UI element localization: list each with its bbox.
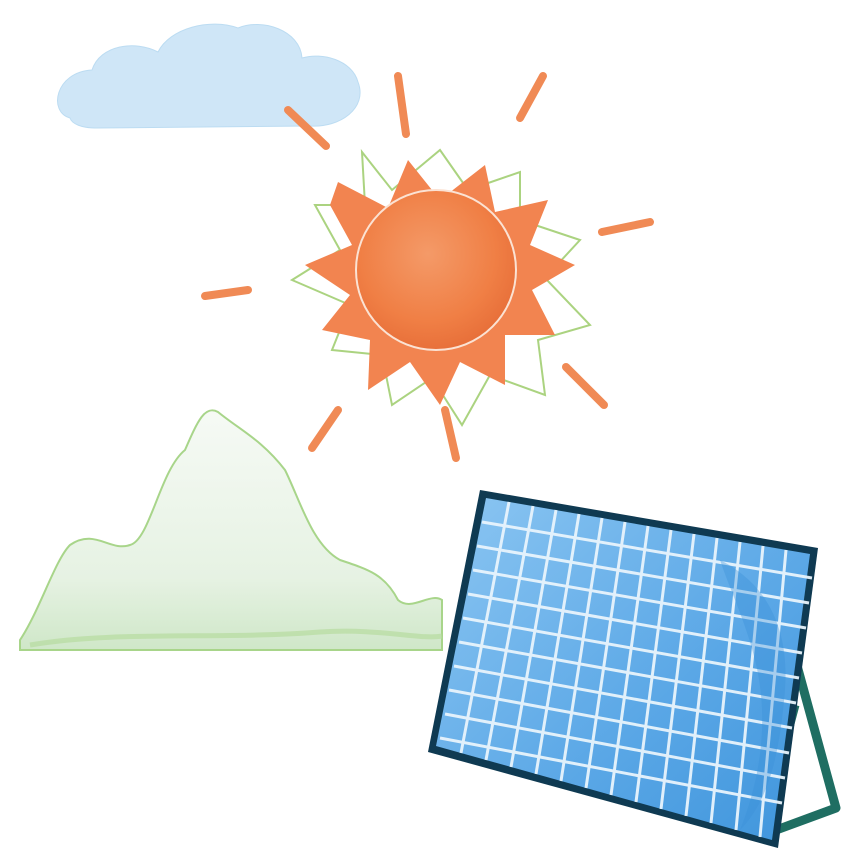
sun-rays-icon bbox=[201, 72, 654, 462]
sun-icon bbox=[305, 160, 575, 405]
cloud-icon bbox=[57, 23, 361, 129]
mountain-icon bbox=[19, 409, 443, 651]
solar-panel-icon bbox=[428, 490, 818, 848]
